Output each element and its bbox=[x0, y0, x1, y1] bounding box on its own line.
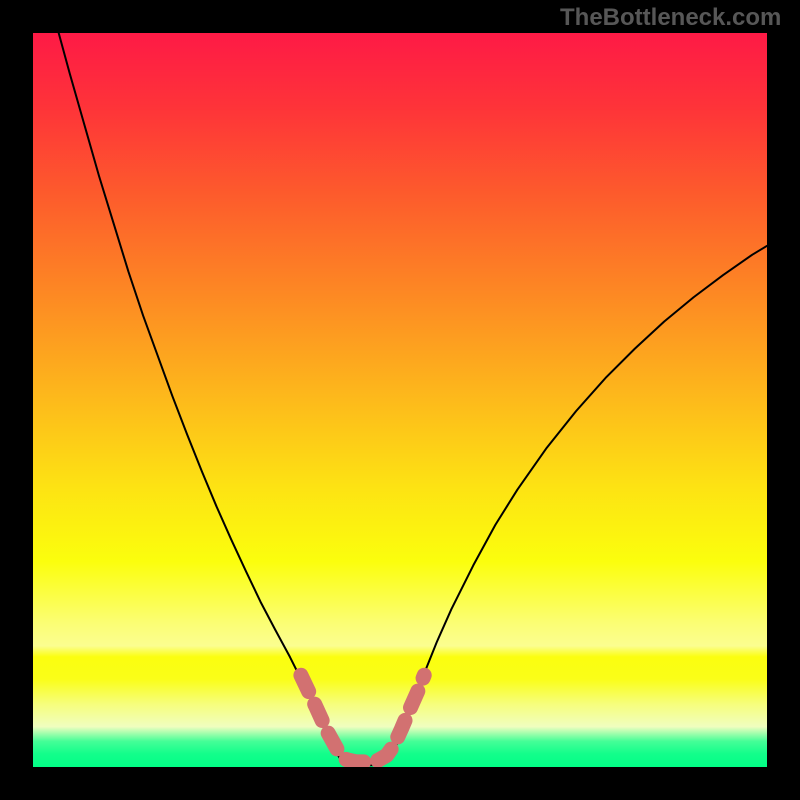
watermark-text: TheBottleneck.com bbox=[560, 4, 781, 32]
chart-stage: TheBottleneck.com bbox=[0, 0, 800, 800]
plot-area bbox=[33, 33, 767, 767]
